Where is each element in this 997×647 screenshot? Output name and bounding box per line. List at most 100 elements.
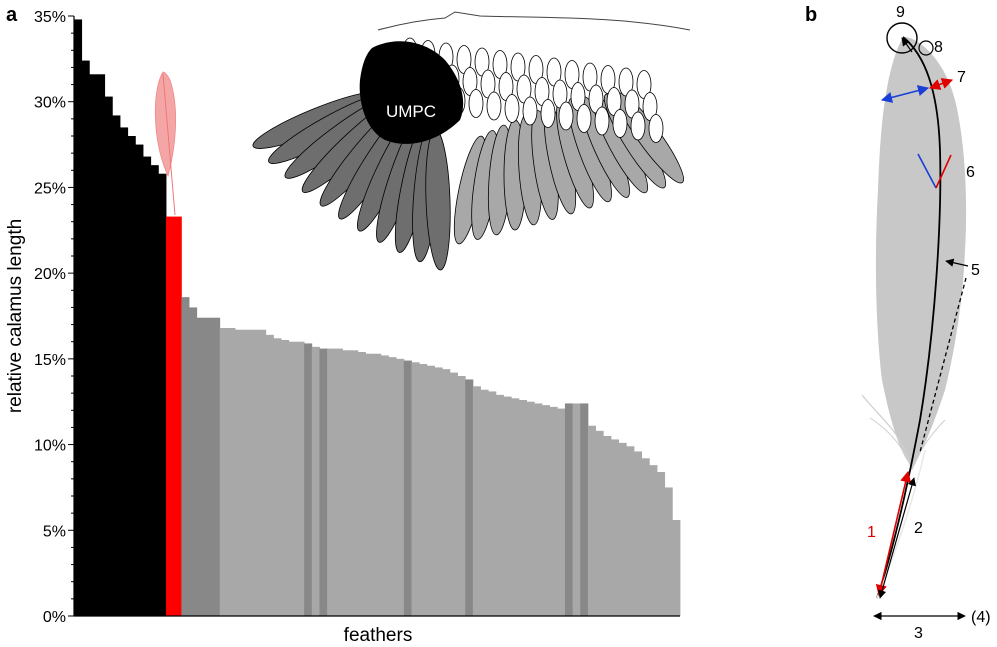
y-axis <box>73 16 680 617</box>
bar <box>595 430 604 616</box>
umpc-patch <box>359 41 464 144</box>
bar <box>97 74 106 617</box>
tip-circle-large <box>886 22 918 54</box>
wing-feather <box>594 106 610 136</box>
bar <box>89 74 98 617</box>
bar <box>242 329 251 616</box>
bar <box>541 405 550 616</box>
wing-feather <box>504 94 520 123</box>
bar <box>265 334 274 616</box>
bar <box>135 144 144 616</box>
bar <box>534 403 543 616</box>
bar <box>403 360 412 616</box>
bar <box>304 343 313 616</box>
bar <box>250 329 259 616</box>
bar <box>426 365 435 616</box>
bar <box>442 369 451 616</box>
bar <box>557 408 566 616</box>
label-4: (4) <box>971 609 991 626</box>
panel-label-a: a <box>6 4 18 26</box>
bar <box>342 350 351 616</box>
bar <box>649 465 658 616</box>
bar <box>281 340 290 616</box>
bar <box>518 400 527 616</box>
bar <box>641 458 650 616</box>
panel-label-b: b <box>805 4 817 26</box>
label-3: 3 <box>914 625 923 642</box>
barb-angle-red <box>935 154 952 189</box>
wing-feather <box>558 101 574 131</box>
bar <box>181 297 190 616</box>
y-tick-label: 20% <box>34 266 66 283</box>
bar <box>296 341 305 616</box>
wing-illustration: UMPC <box>252 11 691 271</box>
bar <box>319 348 328 616</box>
label-6: 6 <box>966 164 975 181</box>
wing-feather <box>648 114 664 143</box>
bar <box>112 115 121 617</box>
vane-width-blue <box>880 85 930 103</box>
y-tick-label: 15% <box>34 352 66 369</box>
bar <box>564 403 574 616</box>
calamus-chord-arrow <box>878 477 916 599</box>
red-feather-icon <box>154 71 177 216</box>
umpc-label: UMPC <box>386 102 436 121</box>
y-tick-label: 25% <box>34 180 66 197</box>
bar <box>495 394 504 616</box>
bar <box>166 216 175 616</box>
bar <box>449 372 458 616</box>
bar <box>503 396 512 616</box>
bar <box>104 96 113 616</box>
bar <box>633 451 643 616</box>
bar <box>572 403 581 616</box>
bar <box>396 358 405 616</box>
bar <box>150 165 159 616</box>
bar <box>465 379 474 616</box>
bar <box>526 401 535 616</box>
bar <box>419 364 428 616</box>
wing-feather <box>612 109 628 138</box>
y-ticks: 0% 5% 10% 15% 20% 25% 30% 35% <box>34 9 74 626</box>
bar <box>74 19 83 617</box>
dashed-chord <box>919 277 967 453</box>
tip-circle-small <box>918 40 934 56</box>
bar <box>411 362 420 616</box>
label-8: 8 <box>934 39 943 56</box>
wing-feather <box>468 89 484 118</box>
arrow-5 <box>945 258 969 267</box>
x-axis-title: feathers <box>344 625 413 646</box>
bar <box>173 216 182 616</box>
bar <box>580 403 589 616</box>
bar <box>219 328 228 616</box>
bar <box>457 376 466 616</box>
y-tick-label: 35% <box>34 9 66 26</box>
bar <box>549 406 558 616</box>
bar <box>204 317 213 616</box>
wing-feather <box>486 91 502 121</box>
bar <box>350 350 359 616</box>
bar <box>357 352 366 616</box>
vane-width-red <box>928 78 954 90</box>
y-tick-label: 10% <box>34 438 66 455</box>
label-5: 5 <box>971 262 980 279</box>
bar <box>81 60 90 616</box>
bar <box>618 442 627 616</box>
wing-feather <box>540 99 556 128</box>
bar <box>158 173 167 616</box>
bar <box>472 386 481 616</box>
feather-diagram: 1 2 3 (4) 5 6 7 8 9 <box>861 4 991 642</box>
bar <box>672 520 681 616</box>
bar <box>480 389 489 616</box>
bar <box>380 355 389 616</box>
bar <box>434 367 443 616</box>
y-tick-label: 0% <box>43 609 66 626</box>
bar <box>511 398 520 616</box>
bar <box>227 328 236 616</box>
wing-feather <box>522 96 538 126</box>
y-axis-title: relative calamus length <box>5 219 26 413</box>
bar-series <box>74 19 681 617</box>
wing-feather <box>576 104 592 133</box>
wing-feather <box>630 111 646 141</box>
bar <box>334 348 343 616</box>
